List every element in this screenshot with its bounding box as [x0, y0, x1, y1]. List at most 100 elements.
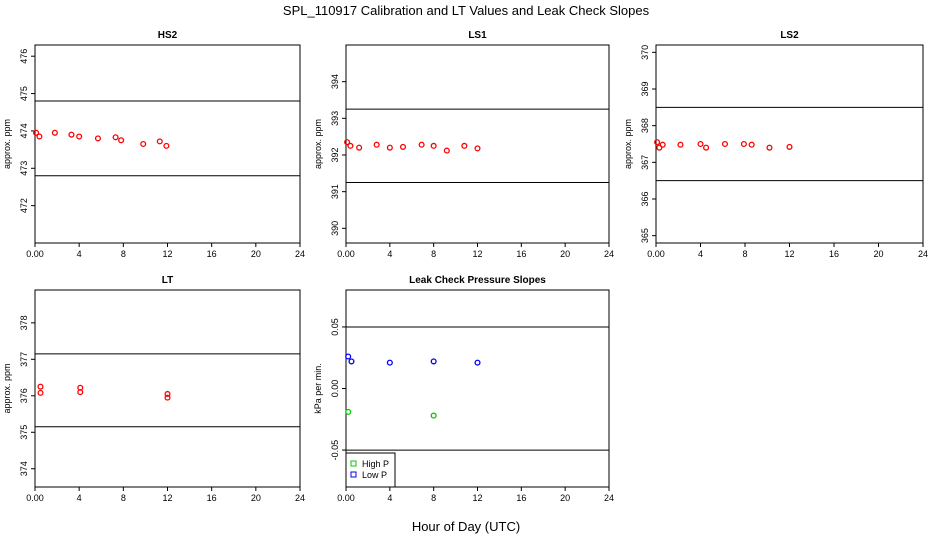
x-tick-label: 4	[77, 249, 82, 259]
data-point	[721, 140, 729, 148]
panel-title: LS1	[468, 30, 487, 41]
x-axis-label: Hour of Day (UTC)	[412, 519, 520, 534]
y-tick-label: 378	[19, 315, 29, 330]
x-tick-label: 4	[77, 493, 82, 503]
y-tick-label: 375	[19, 425, 29, 440]
y-tick-label: 473	[19, 161, 29, 176]
data-point	[140, 140, 147, 148]
panel-title: LT	[162, 275, 173, 286]
y-tick-label: 369	[640, 81, 650, 96]
x-tick-label: 0.00	[26, 493, 44, 503]
y-axis-label: approx. ppm	[2, 363, 12, 413]
data-point	[94, 135, 101, 142]
y-tick-label: 367	[640, 155, 650, 170]
y-tick-label: 376	[19, 388, 29, 403]
y-tick-label: 374	[19, 461, 29, 476]
data-point	[461, 142, 468, 149]
y-tick-label: -0.05	[330, 440, 340, 461]
y-tick-label: 476	[19, 49, 29, 64]
panel-lt: LT 0.00 4 8 12 16 20 24 374 375 376 377 378 approx. p…	[2, 275, 305, 503]
x-tick-label: 8	[431, 493, 436, 503]
y-tick-label: 0.05	[330, 318, 340, 336]
legend-marker	[350, 471, 357, 478]
data-point	[443, 147, 450, 154]
x-tick-label: 16	[829, 249, 839, 259]
x-tick-label: 4	[698, 249, 703, 259]
data-point	[677, 141, 684, 148]
x-tick-label: 8	[121, 493, 126, 503]
data-point	[373, 141, 380, 148]
data-point	[68, 131, 75, 138]
x-tick-label: 4	[387, 493, 392, 503]
x-tick-label: 12	[162, 493, 172, 503]
y-tick-label: 475	[19, 86, 29, 101]
x-tick-label: 24	[604, 493, 614, 503]
y-tick-label: 0.00	[330, 380, 340, 398]
data-point	[164, 390, 171, 398]
x-tick-label: 20	[251, 493, 261, 503]
panel-ls2: LS2 0.00 4 8 12 16 20 24 365 366 367 368 369 370 appro…	[623, 30, 928, 259]
x-tick-label: 12	[784, 249, 794, 259]
data-point	[766, 144, 773, 151]
data-point	[654, 139, 661, 146]
x-tick-label: 12	[472, 493, 482, 503]
x-tick-label: 8	[742, 249, 747, 259]
data-point	[77, 389, 84, 396]
panel-leak: Leak Check Pressure Slopes 0.00 4 8 12 16 20 24…	[313, 275, 614, 503]
data-point	[164, 394, 171, 401]
x-tick-label: 24	[295, 493, 305, 503]
data-point	[37, 389, 44, 396]
plot-frame	[345, 44, 610, 244]
x-tick-label: 16	[516, 249, 526, 259]
legend-label: Low P	[362, 470, 387, 480]
y-tick-label: 368	[640, 118, 650, 133]
x-tick-label: 20	[560, 249, 570, 259]
data-point	[748, 141, 755, 148]
y-tick-label: 393	[330, 111, 340, 126]
data-point	[344, 139, 351, 146]
data-point	[76, 133, 83, 140]
x-tick-label: 12	[162, 249, 172, 259]
data-point	[112, 134, 119, 141]
y-tick-label: 390	[330, 221, 340, 236]
y-tick-label: 370	[640, 45, 650, 60]
data-point	[37, 383, 44, 390]
x-tick-label: 4	[387, 249, 392, 259]
x-tick-label: 20	[873, 249, 883, 259]
data-point	[386, 359, 393, 366]
data-point	[430, 358, 437, 365]
x-tick-label: 0.00	[337, 249, 355, 259]
data-point	[345, 353, 352, 360]
panel-ls1: LS1 0.00 4 8 12 16 20 24 390 391 392 393 394 approx. …	[313, 30, 614, 259]
data-point	[347, 142, 354, 149]
x-tick-label: 20	[251, 249, 261, 259]
y-axis-label: approx. ppm	[313, 119, 323, 169]
x-tick-label: 16	[207, 249, 217, 259]
data-point	[51, 129, 58, 136]
data-point	[356, 144, 363, 151]
x-tick-label: 16	[207, 493, 217, 503]
legend-label: High P	[362, 459, 389, 469]
y-tick-label: 392	[330, 147, 340, 162]
x-tick-label: 8	[431, 249, 436, 259]
data-point	[697, 140, 704, 148]
y-tick-label: 394	[330, 74, 340, 89]
data-point	[348, 358, 355, 365]
panel-title: LS2	[780, 30, 799, 41]
panel-hs2: HS2 0.00 4 8 12 16 20 24 472 473 474 475 476 approx. …	[2, 30, 305, 259]
x-tick-label: 12	[472, 249, 482, 259]
data-point	[703, 144, 710, 151]
panel-title: HS2	[158, 30, 178, 41]
y-axis-label: approx. ppm	[2, 119, 12, 169]
data-point	[656, 144, 663, 151]
data-point	[740, 140, 747, 148]
data-point	[33, 129, 40, 136]
data-point	[36, 133, 43, 140]
y-axis-label: approx. ppm	[623, 119, 633, 169]
data-point	[418, 141, 425, 148]
x-tick-label: 0.00	[337, 493, 355, 503]
data-point	[786, 143, 793, 150]
data-point	[474, 145, 481, 152]
